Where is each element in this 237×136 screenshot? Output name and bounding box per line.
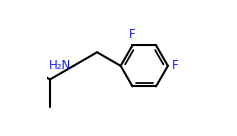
Text: F: F <box>129 28 136 41</box>
Text: F: F <box>172 59 179 72</box>
Text: H₂N: H₂N <box>48 59 71 72</box>
